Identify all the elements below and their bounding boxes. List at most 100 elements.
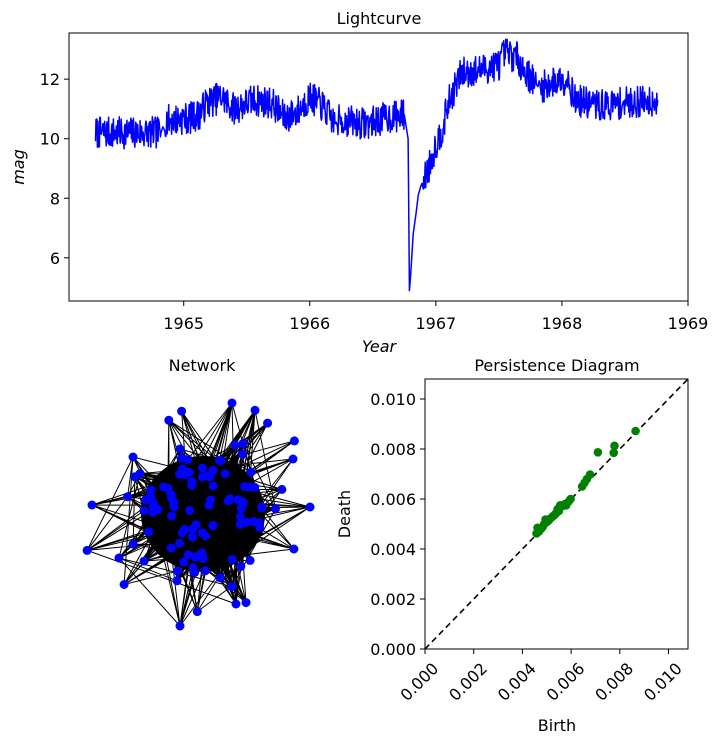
x-tick-label: 1965	[163, 314, 204, 333]
network-node	[242, 517, 252, 527]
y-tick-label: 8	[50, 189, 60, 208]
network-node	[227, 398, 237, 408]
network-node	[179, 557, 189, 567]
network-node	[159, 482, 169, 492]
network-node	[173, 566, 183, 576]
network-node	[226, 581, 236, 591]
y-tick-label: 12	[40, 70, 60, 89]
network-node	[175, 444, 185, 454]
network-node	[288, 454, 298, 464]
network-node	[200, 531, 210, 541]
network-node	[214, 456, 224, 465]
network-node	[198, 554, 208, 564]
persistence-title: Persistence Diagram	[474, 356, 639, 375]
network-node	[177, 406, 187, 416]
lightcurve-series-line	[94, 38, 659, 292]
network-node	[249, 516, 259, 526]
network-node	[236, 503, 246, 513]
network-node	[204, 500, 214, 510]
x-tick-label: 0.000	[396, 659, 442, 705]
network-node	[277, 484, 287, 494]
network-node	[177, 464, 187, 474]
y-tick-label: 0.010	[370, 390, 416, 409]
persistence-point	[532, 529, 541, 538]
network-node	[123, 492, 133, 502]
network-panel: Network	[82, 356, 315, 631]
lightcurve-x-ticks: 1965 1966 1967 1968 1969	[163, 301, 708, 333]
y-tick-label: 10	[40, 130, 60, 149]
network-node	[240, 482, 250, 491]
network-node	[271, 504, 280, 514]
persistence-point	[593, 448, 603, 457]
network-node	[289, 436, 299, 446]
y-tick-label: 0.006	[370, 490, 416, 509]
network-node	[153, 505, 163, 514]
y-tick-label: 0.002	[370, 590, 416, 609]
network-node	[230, 440, 240, 450]
network-node	[238, 438, 248, 448]
network-node	[139, 506, 149, 516]
network-node	[175, 621, 185, 631]
network-node	[257, 503, 267, 513]
network-node	[166, 490, 176, 500]
network-node	[139, 556, 149, 566]
network-node	[215, 573, 225, 583]
persistence-point	[609, 448, 618, 458]
lightcurve-marks	[94, 38, 659, 292]
network-node	[190, 552, 200, 562]
network-node	[231, 599, 241, 609]
network-node	[241, 598, 251, 608]
network-title: Network	[169, 356, 237, 375]
network-node	[225, 494, 235, 504]
network-node	[205, 472, 215, 482]
network-node	[146, 491, 156, 501]
network-node	[187, 480, 197, 490]
network-node	[130, 472, 140, 482]
network-node	[237, 449, 247, 459]
network-node	[289, 544, 299, 554]
persistence-y-ticks: 0.000 0.002 0.004 0.006 0.008 0.010	[370, 390, 425, 659]
persistence-panel: Persistence Diagram 0.000 0.002 0.004 0.006…	[335, 356, 689, 735]
persistence-x-axis-label: Birth	[538, 716, 576, 735]
network-node	[208, 521, 218, 531]
network-node	[144, 527, 154, 537]
network-node	[198, 463, 207, 473]
persistence-x-ticks: 0.000 0.002 0.004 0.006 0.008 0.010	[396, 649, 686, 705]
x-tick-label: 0.002	[445, 659, 491, 705]
network-node	[246, 467, 256, 477]
persistence-point	[610, 441, 619, 451]
x-tick-label: 1968	[542, 314, 583, 333]
network-node	[305, 502, 315, 512]
persistence-axes-frame	[424, 378, 689, 650]
network-node	[177, 528, 187, 538]
persistence-point	[631, 426, 640, 436]
x-tick-label: 0.008	[591, 659, 637, 705]
y-tick-label: 0.004	[370, 540, 416, 559]
network-node	[175, 538, 184, 548]
x-tick-label: 0.004	[494, 659, 540, 705]
network-node	[236, 561, 246, 571]
x-tick-label: 1967	[416, 314, 457, 333]
network-node	[263, 418, 273, 428]
y-tick-label: 0.008	[370, 440, 416, 459]
network-node	[119, 580, 129, 589]
diagonal-line	[424, 378, 689, 650]
network-node	[255, 522, 265, 532]
network-node	[87, 500, 97, 510]
x-tick-label: 1969	[668, 314, 709, 333]
network-dense-core	[141, 456, 265, 572]
x-tick-label: 0.006	[543, 659, 589, 705]
network-node	[183, 550, 193, 560]
network-node	[128, 452, 138, 462]
persistence-marks	[424, 378, 689, 650]
network-node	[250, 405, 260, 415]
network-node	[128, 539, 138, 549]
lightcurve-axes-frame	[68, 32, 689, 302]
network-node	[164, 415, 174, 425]
network-node	[169, 498, 179, 508]
network-node	[114, 553, 124, 563]
x-tick-label: 0.010	[640, 659, 686, 705]
network-node	[236, 512, 245, 522]
network-node	[82, 545, 92, 555]
